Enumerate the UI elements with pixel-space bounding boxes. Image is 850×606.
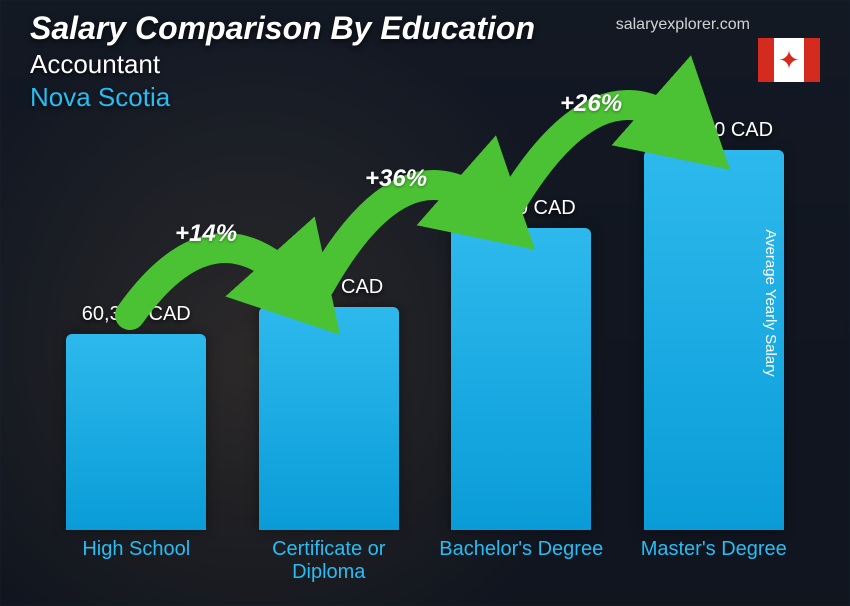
increase-pct-label: +26% <box>560 90 622 118</box>
increase-pct-label: +36% <box>365 165 427 193</box>
y-axis-label: Average Yearly Salary <box>762 229 779 376</box>
increase-pct-label: +14% <box>175 220 237 248</box>
bar-category-label: Certificate or Diploma <box>244 538 414 586</box>
bar-category-label: Master's Degree <box>641 538 787 586</box>
bar <box>259 307 399 530</box>
bar-category-label: Bachelor's Degree <box>439 538 603 586</box>
bar-category-label: High School <box>82 538 190 586</box>
chart-subtitle: Accountant <box>30 49 820 80</box>
bar-value-label: 60,300 CAD <box>82 303 191 326</box>
canada-flag-icon: ✦ <box>758 38 820 82</box>
bar-wrap: 68,700 CAD Certificate or Diploma <box>244 276 414 586</box>
bar <box>451 228 591 530</box>
bar-wrap: 60,300 CAD High School <box>51 303 221 586</box>
bar <box>66 334 206 530</box>
bar-wrap: 93,100 CAD Bachelor's Degree <box>436 197 606 586</box>
watermark-text: salaryexplorer.com <box>616 16 750 34</box>
bar-value-label: 93,100 CAD <box>467 197 576 220</box>
bar-chart: 60,300 CAD High School 68,700 CAD Certifica… <box>40 86 810 586</box>
bar-value-label: 117,000 CAD <box>654 119 773 142</box>
bar-value-label: 68,700 CAD <box>274 276 383 299</box>
chart-region: Nova Scotia <box>30 82 820 113</box>
